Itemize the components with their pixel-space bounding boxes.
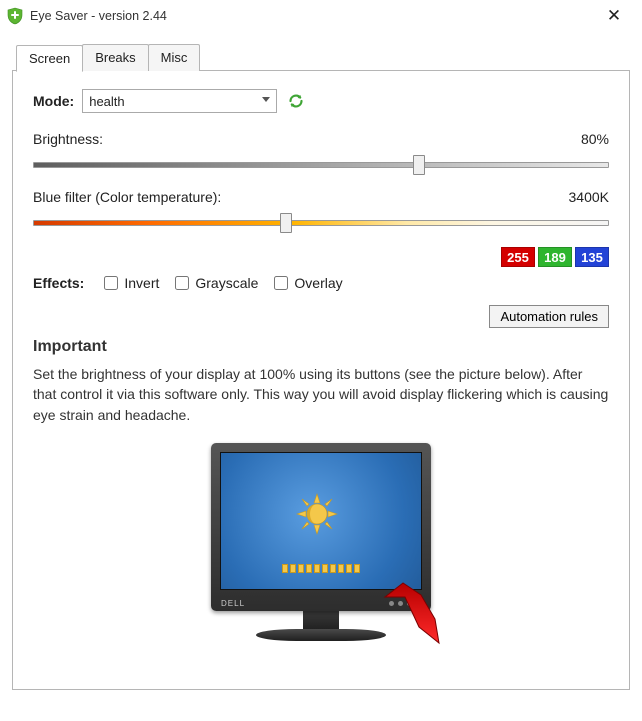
brightness-slider[interactable] [33, 155, 609, 175]
temperature-value: 3400K [569, 189, 609, 205]
tab-misc[interactable]: Misc [148, 44, 201, 71]
effect-grayscale-label: Grayscale [195, 275, 258, 291]
monitor-screen [220, 452, 422, 590]
mode-label: Mode: [33, 93, 74, 109]
temperature-thumb[interactable] [280, 213, 292, 233]
effect-overlay-label: Overlay [294, 275, 342, 291]
brightness-thumb[interactable] [413, 155, 425, 175]
refresh-icon[interactable] [287, 92, 305, 110]
brightness-group: Brightness: 80% [33, 131, 609, 175]
effects-label: Effects: [33, 275, 84, 291]
tab-screen[interactable]: Screen [16, 45, 83, 72]
temperature-label: Blue filter (Color temperature): [33, 189, 221, 205]
brightness-value: 80% [581, 131, 609, 147]
monitor: DELL [211, 443, 431, 641]
monitor-base [256, 629, 386, 641]
tab-panel-screen: Mode: health Brightness: 80% [12, 70, 630, 690]
effects-row: Effects: Invert Grayscale Overlay [33, 275, 609, 291]
effect-grayscale-checkbox[interactable]: Grayscale [175, 275, 258, 291]
red-arrow-icon [383, 575, 453, 645]
chevron-down-icon [262, 97, 270, 102]
temperature-slider[interactable] [33, 213, 609, 233]
rgb-g-badge: 189 [538, 247, 572, 267]
brightness-track [33, 162, 609, 168]
automation-row: Automation rules [33, 305, 609, 328]
effect-invert-label: Invert [124, 275, 159, 291]
effect-invert-checkbox[interactable]: Invert [104, 275, 159, 291]
automation-rules-button[interactable]: Automation rules [489, 305, 609, 328]
monitor-neck [303, 611, 339, 629]
mode-select-value: health [89, 94, 124, 109]
content-area: Screen Breaks Misc Mode: health [0, 32, 642, 702]
window-title: Eye Saver - version 2.44 [30, 9, 594, 23]
monitor-illustration: DELL [33, 443, 609, 641]
effect-overlay-checkbox[interactable]: Overlay [274, 275, 342, 291]
mode-select[interactable]: health [82, 89, 277, 113]
osd-bar [282, 564, 360, 573]
effect-invert-input[interactable] [104, 276, 118, 290]
temperature-group: Blue filter (Color temperature): 3400K [33, 189, 609, 233]
temperature-track [33, 220, 609, 226]
app-icon [6, 7, 24, 25]
brightness-label: Brightness: [33, 131, 103, 147]
close-button[interactable]: ✕ [594, 2, 634, 30]
title-bar: Eye Saver - version 2.44 ✕ [0, 0, 642, 32]
tab-strip: Screen Breaks Misc [16, 44, 630, 71]
rgb-r-badge: 255 [501, 247, 535, 267]
important-heading: Important [33, 338, 609, 356]
tab-breaks[interactable]: Breaks [82, 44, 148, 71]
tab-label: Breaks [95, 50, 135, 65]
mode-row: Mode: health [33, 89, 609, 113]
tab-label: Misc [161, 50, 188, 65]
effect-overlay-input[interactable] [274, 276, 288, 290]
monitor-brand: DELL [221, 599, 245, 608]
effect-grayscale-input[interactable] [175, 276, 189, 290]
tab-label: Screen [29, 51, 70, 66]
rgb-b-badge: 135 [575, 247, 609, 267]
important-text: Set the brightness of your display at 10… [33, 364, 609, 425]
rgb-badges: 255 189 135 [33, 247, 609, 267]
sun-icon [294, 491, 332, 529]
